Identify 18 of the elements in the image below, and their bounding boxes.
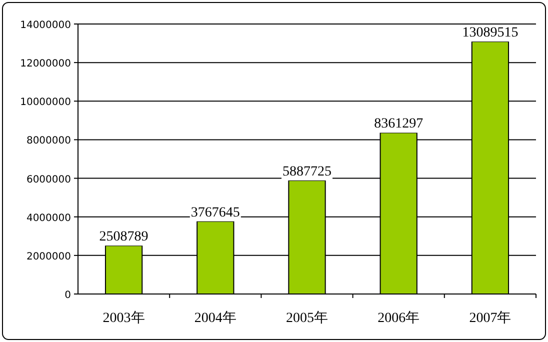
y-tick-label: 8000000 — [26, 136, 71, 147]
data-label: 5887725 — [282, 164, 332, 180]
data-label: 8361297 — [374, 116, 424, 132]
y-tick-label: 4000000 — [26, 212, 71, 224]
y-tick-label: 2000000 — [26, 251, 71, 262]
y-tick-label: 6000000 — [26, 174, 71, 186]
x-tick-label: 2005年 — [286, 310, 328, 326]
data-label: 2508789 — [99, 230, 148, 245]
x-tick-label: 2003年 — [102, 310, 145, 326]
x-tick-label: 2007年 — [469, 310, 512, 326]
y-tick-label: 10000000 — [20, 97, 71, 108]
x-tick-label: 2004年 — [194, 310, 236, 326]
data-label: 3767645 — [190, 205, 240, 220]
x-tick-label: 2006年 — [378, 310, 420, 326]
y-tick-label: 12000000 — [20, 58, 71, 70]
data-label: 13089515 — [462, 26, 518, 41]
y-tick-label: 0 — [64, 290, 71, 301]
y-tick-label: 14000000 — [20, 20, 71, 31]
